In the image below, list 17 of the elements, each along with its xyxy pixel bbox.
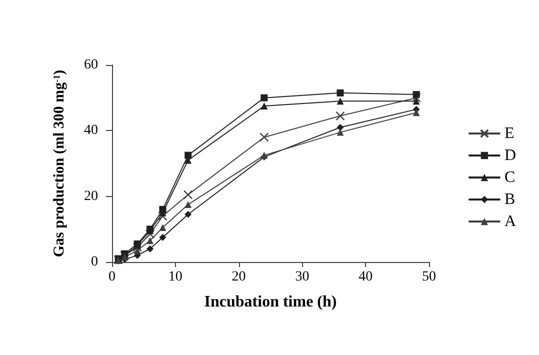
x-tick-label: 30 <box>295 270 310 284</box>
x-tick-label: 50 <box>422 270 436 284</box>
x-axis-title: Incubation time (h) <box>204 294 337 310</box>
y-tick-label: 0 <box>91 254 98 270</box>
legend-label: E <box>504 125 514 142</box>
legend-label: D <box>504 147 516 164</box>
x-tick-label: 10 <box>168 270 182 284</box>
legend-label: C <box>504 169 516 186</box>
y-tick-label: 20 <box>84 188 98 204</box>
y-tick-label: 60 <box>84 58 98 72</box>
legend-label: B <box>504 191 516 208</box>
x-tick-label: 20 <box>232 270 246 284</box>
y-tick-label: 40 <box>84 123 98 138</box>
legend-label: A <box>504 213 516 230</box>
x-tick-label: 0 <box>108 270 116 284</box>
y-axis-title: Gas production (ml 300 mg-1) <box>52 70 68 258</box>
x-tick-label: 40 <box>358 270 373 284</box>
